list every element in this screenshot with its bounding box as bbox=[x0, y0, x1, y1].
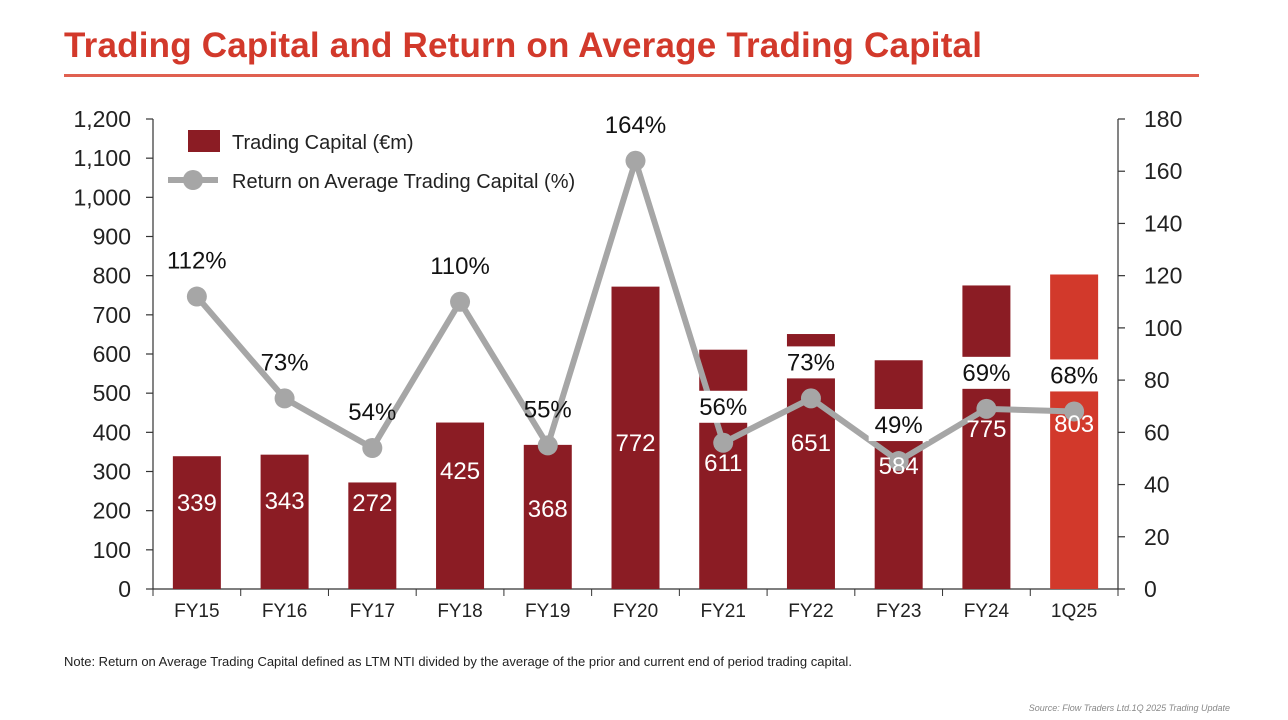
bar bbox=[1050, 274, 1099, 589]
left-tick-label: 1,000 bbox=[73, 184, 131, 210]
title-underline bbox=[64, 74, 1199, 77]
bar bbox=[523, 444, 572, 589]
pct-value-label: 56% bbox=[699, 394, 747, 421]
roatc-point bbox=[976, 398, 997, 419]
legend-swatch-point bbox=[183, 170, 203, 190]
roatc-point bbox=[888, 451, 909, 472]
source-caption: Source: Flow Traders Ltd.1Q 2025 Trading… bbox=[1028, 703, 1230, 713]
x-tick-label: FY20 bbox=[613, 601, 658, 622]
pct-label-bg bbox=[868, 409, 929, 442]
bar bbox=[611, 286, 660, 589]
roatc-point bbox=[800, 388, 821, 409]
pct-value-label: 73% bbox=[787, 349, 835, 376]
right-tick-label: 80 bbox=[1144, 367, 1170, 393]
roatc-point bbox=[1064, 401, 1085, 422]
roatc-point bbox=[362, 438, 383, 458]
bar bbox=[260, 454, 309, 589]
right-tick-label: 0 bbox=[1144, 576, 1157, 602]
legend-label-trading-capital: Trading Capital (€m) bbox=[232, 132, 414, 154]
x-tick-label: FY22 bbox=[788, 601, 833, 622]
x-tick-label: FY23 bbox=[876, 601, 921, 622]
pct-value-label: 112% bbox=[167, 248, 227, 275]
bar bbox=[348, 482, 397, 589]
bar bbox=[172, 456, 221, 589]
right-tick-label: 20 bbox=[1144, 524, 1170, 550]
roatc-point bbox=[450, 291, 471, 312]
bar-value-label: 803 bbox=[1054, 411, 1094, 438]
pct-value-label: 55% bbox=[524, 396, 572, 423]
bar-value-label: 611 bbox=[704, 450, 742, 477]
pct-value-label: 110% bbox=[430, 253, 490, 280]
pct-value-label: 49% bbox=[875, 412, 923, 439]
right-tick-label: 40 bbox=[1144, 472, 1170, 498]
x-tick-label: FY17 bbox=[350, 601, 395, 622]
bar-value-label: 425 bbox=[440, 458, 480, 485]
pct-value-label: 69% bbox=[962, 360, 1010, 387]
x-tick-label: FY21 bbox=[701, 601, 746, 622]
right-tick-label: 140 bbox=[1144, 210, 1182, 236]
right-tick-label: 120 bbox=[1144, 263, 1182, 289]
pct-value-label: 164% bbox=[605, 112, 666, 139]
chart-title: Trading Capital and Return on Average Tr… bbox=[64, 26, 983, 65]
right-tick-label: 180 bbox=[1144, 106, 1182, 132]
roatc-point bbox=[186, 286, 207, 307]
pct-label-bg bbox=[693, 390, 754, 423]
x-tick-label: FY19 bbox=[525, 601, 570, 622]
pct-label-bg bbox=[956, 356, 1017, 389]
bar-value-label: 651 bbox=[791, 430, 831, 457]
x-tick-label: FY16 bbox=[262, 601, 307, 622]
pct-label-bg bbox=[780, 346, 841, 379]
roatc-point bbox=[274, 388, 295, 409]
left-tick-label: 700 bbox=[93, 302, 131, 328]
left-tick-label: 900 bbox=[93, 224, 131, 250]
bar-value-label: 772 bbox=[615, 430, 655, 457]
bar-value-label: 368 bbox=[528, 496, 568, 523]
left-tick-label: 0 bbox=[118, 576, 131, 602]
bar bbox=[874, 360, 923, 589]
left-tick-label: 800 bbox=[93, 263, 131, 289]
bar bbox=[962, 285, 1011, 589]
roatc-point bbox=[713, 432, 734, 453]
pct-value-label: 54% bbox=[348, 399, 396, 426]
left-tick-label: 600 bbox=[93, 341, 131, 367]
bar bbox=[436, 422, 485, 589]
right-tick-label: 160 bbox=[1144, 158, 1182, 184]
x-tick-label: FY18 bbox=[437, 601, 482, 622]
left-tick-label: 400 bbox=[93, 419, 131, 445]
bar-value-label: 339 bbox=[177, 490, 217, 517]
legend-label-roatc: Return on Average Trading Capital (%) bbox=[232, 171, 575, 193]
left-tick-label: 100 bbox=[93, 537, 131, 563]
x-tick-label: FY15 bbox=[174, 601, 219, 622]
roatc-point bbox=[537, 435, 558, 456]
footnote: Note: Return on Average Trading Capital … bbox=[64, 654, 852, 669]
left-tick-label: 300 bbox=[93, 459, 131, 485]
bar-value-label: 775 bbox=[966, 416, 1006, 443]
bar-value-label: 272 bbox=[352, 490, 392, 517]
pct-label-bg bbox=[1044, 359, 1105, 392]
right-tick-label: 100 bbox=[1144, 315, 1182, 341]
left-tick-label: 1,100 bbox=[73, 145, 131, 171]
x-tick-label: FY24 bbox=[964, 601, 1010, 622]
right-tick-label: 60 bbox=[1144, 419, 1170, 445]
x-tick-label: 1Q25 bbox=[1051, 601, 1097, 622]
roatc-point bbox=[625, 150, 646, 171]
bar-value-label: 343 bbox=[265, 488, 305, 515]
left-tick-label: 1,200 bbox=[73, 106, 131, 132]
pct-value-label: 68% bbox=[1050, 362, 1098, 389]
left-tick-label: 200 bbox=[93, 498, 131, 524]
bar-value-label: 584 bbox=[879, 453, 919, 480]
left-tick-label: 500 bbox=[93, 380, 131, 406]
pct-value-label: 73% bbox=[261, 349, 309, 376]
legend-swatch-bar bbox=[188, 130, 220, 152]
